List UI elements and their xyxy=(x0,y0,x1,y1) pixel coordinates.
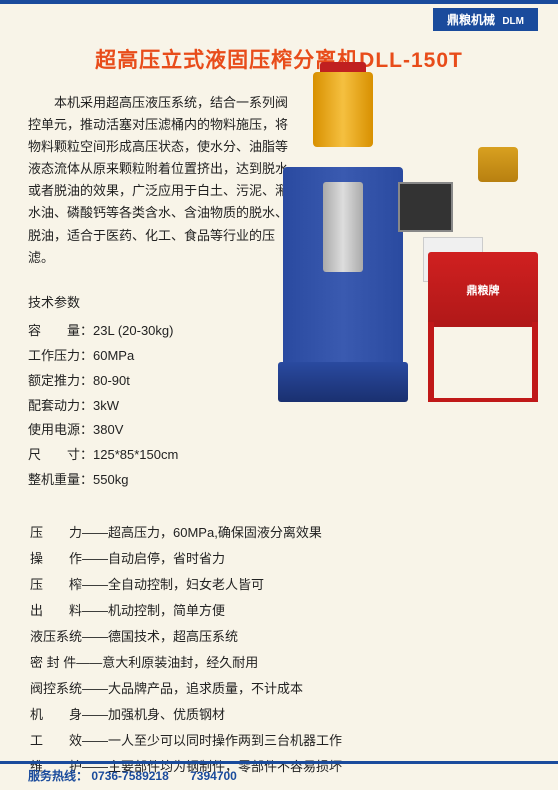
control-panel-dark xyxy=(398,182,453,232)
spec-row: 使用电源：380V xyxy=(28,418,268,443)
spec-label: 容 量： xyxy=(28,319,93,344)
feature-label: 操 作—— xyxy=(30,546,108,572)
page-title: 超高压立式液固压榨分离机DLL-150T xyxy=(0,44,558,74)
content-wrap: 本机采用超高压液压系统，结合一系列阀控单元，推动活塞对压滤桶内的物料施压，将物料… xyxy=(0,92,558,780)
machine-brand-label: 鼎粮牌 xyxy=(467,282,500,298)
spec-row: 容 量：23L (20-30kg) xyxy=(28,319,268,344)
feature-label: 液压系统—— xyxy=(30,624,108,650)
feature-value: 全自动控制，妇女老人皆可 xyxy=(108,572,264,598)
press-base xyxy=(278,362,408,402)
spec-value: 60MPa xyxy=(93,344,134,369)
feature-value: 机动控制，简单方便 xyxy=(108,598,225,624)
feature-label: 压 榨—— xyxy=(30,572,108,598)
spec-value: 380V xyxy=(93,418,123,443)
spec-value: 550kg xyxy=(93,468,128,493)
press-yellow-cylinder xyxy=(313,72,373,147)
feature-label: 密 封 件—— xyxy=(30,650,102,676)
feature-value: 加强机身、优质钢材 xyxy=(108,702,225,728)
feature-value: 一人至少可以同时操作两到三台机器工作 xyxy=(108,728,342,754)
feature-label: 工 效—— xyxy=(30,728,108,754)
specs-block: 技术参数 容 量：23L (20-30kg)工作压力：60MPa额定推力：80-… xyxy=(28,291,268,493)
spec-value: 23L (20-30kg) xyxy=(93,319,173,344)
feature-row: 压 力——超高压力，60MPa,确保固液分离效果 xyxy=(30,520,528,546)
feature-label: 出 料—— xyxy=(30,598,108,624)
feature-label: 压 力—— xyxy=(30,520,108,546)
spec-label: 尺 寸： xyxy=(28,443,93,468)
spec-row: 配套动力：3kW xyxy=(28,394,268,419)
spec-label: 配套动力： xyxy=(28,394,93,419)
spec-value: 125*85*150cm xyxy=(93,443,178,468)
brand-text: 鼎粮机械 xyxy=(447,13,495,27)
product-description: 本机采用超高压液压系统，结合一系列阀控单元，推动活塞对压滤桶内的物料施压，将物料… xyxy=(28,92,288,269)
press-filter-barrel xyxy=(323,182,363,272)
brand-tab: 鼎粮机械 DLM xyxy=(433,8,538,31)
footer-phone2: 7394700 xyxy=(190,769,237,783)
feature-row: 机 身——加强机身、优质钢材 xyxy=(30,702,528,728)
footer-label: 服务热线： xyxy=(28,769,88,783)
feature-value: 大品牌产品，追求质量，不计成本 xyxy=(108,676,303,702)
feature-value: 意大利原装油封，经久耐用 xyxy=(102,650,258,676)
hydraulic-motor xyxy=(478,147,518,182)
spec-label: 工作压力： xyxy=(28,344,93,369)
spec-label: 额定推力： xyxy=(28,369,93,394)
spec-value: 80-90t xyxy=(93,369,130,394)
spec-row: 整机重量：550kg xyxy=(28,468,268,493)
hydraulic-stand: 鼎粮牌 xyxy=(428,252,538,402)
spec-row: 额定推力：80-90t xyxy=(28,369,268,394)
spec-label: 使用电源： xyxy=(28,418,93,443)
top-border xyxy=(0,0,558,4)
feature-value: 自动启停，省时省力 xyxy=(108,546,225,572)
feature-label: 阀控系统—— xyxy=(30,676,108,702)
specs-header: 技术参数 xyxy=(28,291,268,316)
spec-row: 工作压力：60MPa xyxy=(28,344,268,369)
feature-row: 阀控系统——大品牌产品，追求质量，不计成本 xyxy=(30,676,528,702)
stand-legs xyxy=(428,322,538,402)
spec-row: 尺 寸：125*85*150cm xyxy=(28,443,268,468)
spec-value: 3kW xyxy=(93,394,119,419)
hydraulic-tank: 鼎粮牌 xyxy=(428,252,538,327)
feature-value: 德国技术，超高压系统 xyxy=(108,624,238,650)
footer-hotline: 服务热线： 0736-7589218 7394700 xyxy=(28,767,237,784)
feature-row: 压 榨——全自动控制，妇女老人皆可 xyxy=(30,572,528,598)
feature-label: 机 身—— xyxy=(30,702,108,728)
feature-row: 密 封 件——意大利原装油封，经久耐用 xyxy=(30,650,528,676)
feature-row: 液压系统——德国技术，超高压系统 xyxy=(30,624,528,650)
footer-border xyxy=(0,761,558,764)
machine-illustration: 鼎粮牌 xyxy=(258,92,538,412)
spec-label: 整机重量： xyxy=(28,468,93,493)
feature-value: 超高压力，60MPa,确保固液分离效果 xyxy=(108,520,322,546)
brand-logo-text: DLM xyxy=(502,16,524,27)
features-block: 压 力——超高压力，60MPa,确保固液分离效果操 作——自动启停，省时省力压 … xyxy=(28,520,530,780)
feature-row: 操 作——自动启停，省时省力 xyxy=(30,546,528,572)
feature-row: 出 料——机动控制，简单方便 xyxy=(30,598,528,624)
footer-phone1: 0736-7589218 xyxy=(91,769,168,783)
feature-row: 工 效——一人至少可以同时操作两到三台机器工作 xyxy=(30,728,528,754)
